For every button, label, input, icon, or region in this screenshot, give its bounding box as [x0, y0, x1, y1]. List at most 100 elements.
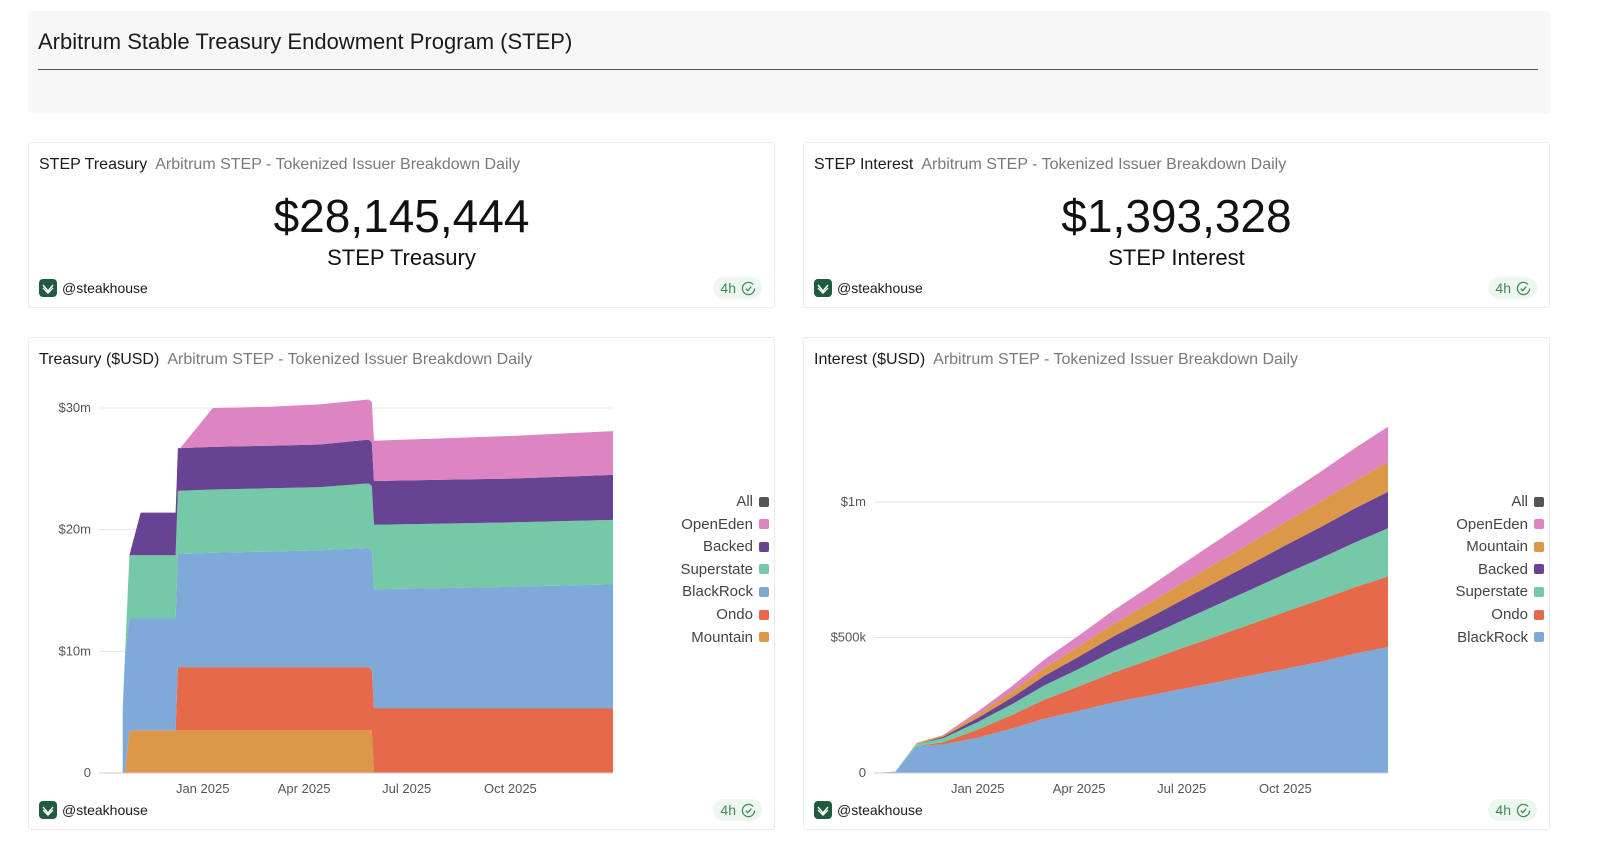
area-superstate[interactable]: [874, 528, 1388, 773]
legend-label: OpenEden: [681, 515, 753, 533]
author-name: @steakhouse: [837, 802, 923, 818]
dashboard-header: Arbitrum Stable Treasury Endowment Progr…: [28, 11, 1550, 113]
legend-label: BlackRock: [682, 583, 753, 601]
legend-item-openeden[interactable]: OpenEden: [1456, 516, 1544, 533]
steakhouse-logo-icon: [814, 801, 832, 819]
card-query-link[interactable]: Arbitrum STEP - Tokenized Issuer Breakdo…: [921, 156, 1287, 173]
freshness-badge[interactable]: 4h: [713, 277, 762, 299]
interest-counter-card: STEP Interest Arbitrum STEP - Tokenized I…: [803, 142, 1550, 308]
card-query-link[interactable]: Arbitrum STEP - Tokenized Issuer Breakdo…: [167, 351, 533, 368]
card-query-link[interactable]: Arbitrum STEP - Tokenized Issuer Breakdo…: [155, 156, 521, 173]
legend-swatch: [1534, 564, 1544, 575]
legend-item-mountain[interactable]: Mountain: [1466, 538, 1544, 555]
steakhouse-logo-icon: [39, 279, 57, 297]
legend-swatch: [759, 541, 769, 552]
legend-label: Mountain: [1466, 538, 1528, 556]
x-tick-label: Jan 2025: [951, 781, 1005, 796]
legend-swatch: [759, 496, 769, 507]
legend-item-backed[interactable]: Backed: [703, 538, 769, 555]
treasury-label: STEP Treasury: [327, 245, 476, 270]
legend-label: Superstate: [680, 560, 753, 578]
legend-label: All: [1511, 493, 1528, 510]
check-circle-icon: [1516, 803, 1531, 817]
legend-swatch: [759, 564, 769, 575]
card-header: Treasury ($USD) Arbitrum STEP - Tokenized…: [39, 351, 532, 369]
interest-legend: All OpenEden Mountain Backed Superstate Ondo B…: [1404, 493, 1544, 663]
treasury-legend: All OpenEden Backed Superstate BlackRock Ondo…: [629, 493, 769, 663]
freshness-badge[interactable]: 4h: [1488, 799, 1537, 821]
legend-item-backed[interactable]: Backed: [1478, 561, 1544, 578]
steakhouse-logo-icon: [39, 801, 57, 819]
legend-item-blackrock[interactable]: BlackRock: [682, 583, 769, 600]
area-backed[interactable]: [874, 491, 1388, 773]
interest-area-chart: 0 $500k $1m Jan 2025 Apr 2025 Jul 2025 Oct 202…: [831, 426, 1388, 796]
x-tick-label: Apr 2025: [278, 781, 331, 796]
freshness-badge[interactable]: 4h: [713, 799, 762, 821]
freshness-text: 4h: [1495, 280, 1511, 296]
freshness-badge[interactable]: 4h: [1488, 277, 1537, 299]
area-blackrock[interactable]: [122, 547, 613, 773]
legend-swatch: [759, 586, 769, 597]
area-mountain[interactable]: [122, 730, 613, 773]
card-title[interactable]: Interest ($USD): [814, 351, 926, 368]
author-name: @steakhouse: [837, 280, 923, 296]
area-ondo[interactable]: [874, 576, 1388, 774]
y-tick-label: $500k: [831, 630, 867, 645]
legend-item-superstate[interactable]: Superstate: [680, 561, 769, 578]
y-tick-label: $20m: [58, 522, 91, 537]
x-tick-label: Apr 2025: [1053, 781, 1106, 796]
treasury-value: $28,145,444: [273, 190, 530, 242]
interest-value: $1,393,328: [1061, 190, 1292, 242]
x-tick-label: Jan 2025: [176, 781, 230, 796]
x-tick-label: Oct 2025: [1259, 781, 1312, 796]
legend-item-openeden[interactable]: OpenEden: [681, 516, 769, 533]
area-openeden[interactable]: [874, 426, 1388, 773]
legend-label: All: [736, 493, 753, 510]
legend-swatch: [1534, 541, 1544, 552]
card-title[interactable]: STEP Interest: [814, 156, 914, 173]
x-tick-label: Jul 2025: [1157, 781, 1206, 796]
author-link[interactable]: @steakhouse: [814, 801, 923, 819]
legend-item-blackrock[interactable]: BlackRock: [1457, 629, 1544, 646]
card-title[interactable]: STEP Treasury: [39, 156, 148, 173]
legend-swatch: [1534, 586, 1544, 597]
legend-item-all[interactable]: All: [736, 493, 769, 510]
area-openeden[interactable]: [122, 399, 613, 710]
area-superstate[interactable]: [122, 483, 613, 710]
legend-swatch: [759, 609, 769, 620]
y-tick-label: $10m: [58, 643, 91, 658]
legend-item-ondo[interactable]: Ondo: [716, 606, 769, 623]
y-tick-label: $30m: [58, 400, 91, 415]
interest-label: STEP Interest: [1108, 245, 1245, 270]
legend-label: Ondo: [1491, 606, 1528, 623]
legend-item-all[interactable]: All: [1511, 493, 1544, 510]
author-link[interactable]: @steakhouse: [814, 279, 923, 297]
card-header: STEP Interest Arbitrum STEP - Tokenized I…: [814, 156, 1286, 174]
area-mountain[interactable]: [874, 461, 1388, 773]
check-circle-icon: [1516, 281, 1531, 295]
freshness-text: 4h: [1495, 802, 1511, 818]
author-link[interactable]: @steakhouse: [39, 801, 148, 819]
legend-swatch: [1534, 519, 1544, 530]
card-query-link[interactable]: Arbitrum STEP - Tokenized Issuer Breakdo…: [933, 351, 1299, 368]
legend-label: BlackRock: [1457, 628, 1528, 646]
legend-item-mountain[interactable]: Mountain: [691, 629, 769, 646]
area-ondo[interactable]: [122, 667, 613, 773]
author-link[interactable]: @steakhouse: [39, 279, 148, 297]
legend-swatch: [1534, 609, 1544, 620]
card-title[interactable]: Treasury ($USD): [39, 351, 160, 368]
author-name: @steakhouse: [62, 802, 148, 818]
check-circle-icon: [741, 281, 756, 295]
y-tick-label: 0: [84, 765, 91, 780]
legend-swatch: [1534, 496, 1544, 507]
treasury-chart-card: Treasury ($USD) Arbitrum STEP - Tokenized…: [28, 337, 775, 830]
legend-item-ondo[interactable]: Ondo: [1491, 606, 1544, 623]
area-backed[interactable]: [122, 439, 613, 710]
treasury-counter-card: STEP Treasury Arbitrum STEP - Tokenized I…: [28, 142, 775, 308]
card-header: STEP Treasury Arbitrum STEP - Tokenized I…: [39, 156, 520, 174]
area-blackrock[interactable]: [874, 647, 1388, 773]
legend-label: Mountain: [691, 628, 753, 646]
legend-label: Backed: [1477, 560, 1528, 578]
legend-item-superstate[interactable]: Superstate: [1455, 583, 1544, 600]
